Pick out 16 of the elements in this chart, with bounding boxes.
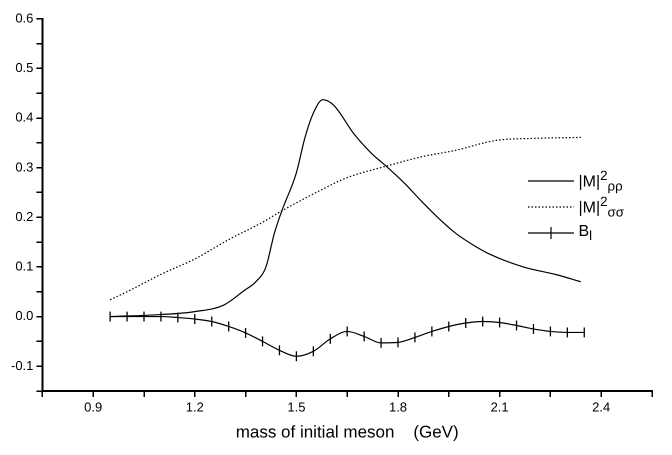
x-axis-title: mass of initial meson (GeV): [236, 422, 459, 442]
x-tick-label: 1.5: [287, 399, 306, 414]
y-tick-label: 0.4: [15, 110, 34, 125]
x-tick-label: 1.2: [186, 399, 204, 414]
y-tick-label: 0.5: [15, 60, 34, 76]
y-tick-label: 0.2: [15, 208, 34, 224]
x-tick-label: 2.1: [490, 399, 509, 414]
y-tick-label: 0.6: [15, 10, 34, 26]
y-tick-label: -0.1: [10, 358, 34, 373]
y-tick-label: 0.1: [15, 258, 34, 274]
y-tick-label: 0.3: [15, 159, 34, 174]
legend-label: B$_{l}$: [578, 222, 592, 244]
y-tick-label: 0.0: [15, 308, 34, 324]
x-tick-label: 1.8: [388, 399, 408, 414]
x-tick-label: 2.4: [592, 399, 610, 414]
x-tick-label: 0.9: [84, 399, 102, 414]
